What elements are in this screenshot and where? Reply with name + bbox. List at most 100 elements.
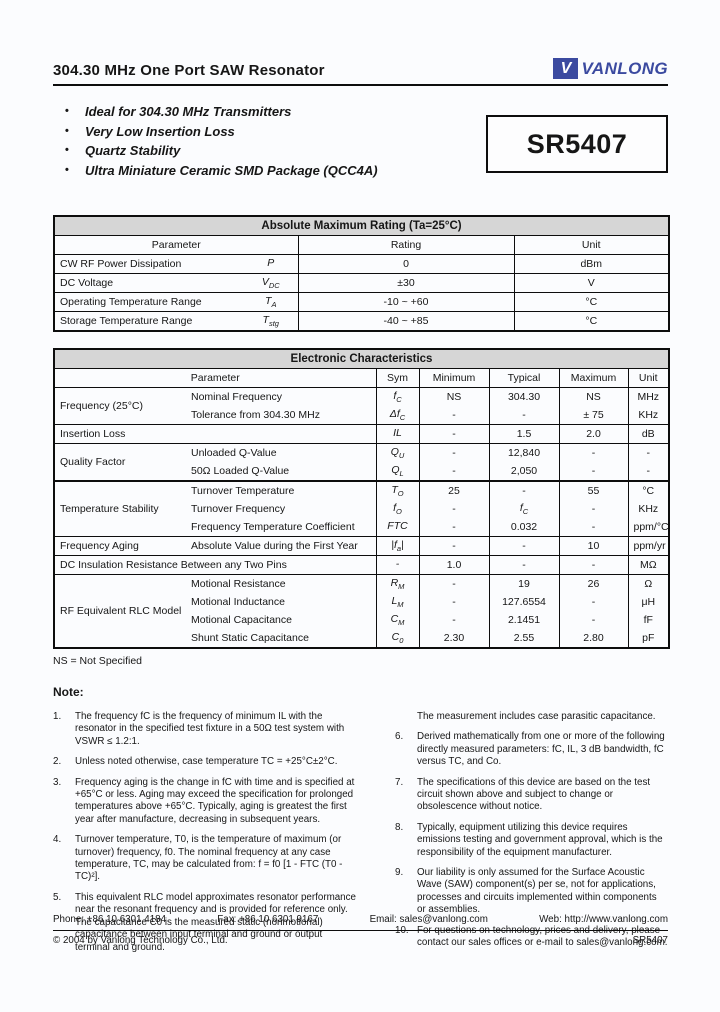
typ-cell: -	[489, 555, 560, 575]
absolute-maximum-rating-table: Absolute Maximum Rating (Ta=25°C) Parame…	[53, 215, 671, 332]
max-cell: 26	[559, 574, 629, 593]
param-cell: Storage Temperature Range	[54, 311, 244, 331]
col-header-min: Minimum	[419, 368, 490, 388]
desc-cell: 50Ω Loaded Q-Value	[186, 462, 377, 481]
symbol-cell: P	[244, 254, 299, 274]
unit-cell: V	[514, 273, 670, 293]
typ-cell: 2,050	[489, 462, 560, 481]
rating-cell: -40 ~ +85	[298, 311, 515, 331]
note-number: 6.	[395, 731, 404, 743]
note-item: The measurement includes case parasitic …	[395, 711, 668, 723]
note-number: 9.	[395, 867, 404, 879]
table-title-row: Electronic Characteristics	[54, 349, 670, 369]
table-row: Frequency Aging Absolute Value during th…	[54, 536, 670, 556]
unit-cell: MHz	[628, 387, 670, 406]
table-title: Absolute Maximum Rating (Ta=25°C)	[54, 216, 670, 236]
typ-cell: 0.032	[489, 518, 560, 537]
min-cell: NS	[419, 387, 490, 406]
min-cell: -	[419, 593, 490, 611]
features-section: Ideal for 304.30 MHz Transmitters Very L…	[53, 102, 668, 180]
symbol-cell: FTC	[376, 518, 420, 537]
min-cell: -	[419, 424, 490, 444]
note-number: 4.	[53, 834, 62, 846]
rating-cell: 0	[298, 254, 515, 274]
part-number-box: SR5407	[486, 115, 668, 173]
notes-left-column: 1. The frequency fC is the frequency of m…	[53, 711, 358, 962]
typ-cell: fC	[489, 500, 560, 518]
note-text: Frequency aging is the change in fC with…	[75, 776, 355, 825]
note-item: 6. Derived mathematically from one or mor…	[395, 731, 668, 768]
max-cell: -	[559, 462, 629, 481]
max-cell: -	[559, 500, 629, 518]
typ-cell: 2.1451	[489, 611, 560, 629]
note-item: 1. The frequency fC is the frequency of m…	[53, 711, 358, 748]
table-row: Motional Inductance LM - 127.6554 - μH	[54, 593, 669, 611]
group-cell: Frequency Aging	[54, 536, 186, 556]
footer-phone: Phone: +86 10 6301 4184	[53, 914, 167, 925]
symbol-cell: QL	[376, 462, 420, 481]
min-cell: -	[419, 462, 490, 481]
note-number: 2.	[53, 756, 62, 768]
table-row: Storage Temperature Range Tstg -40 ~ +85…	[54, 311, 670, 331]
table-row: RF Equivalent RLC Model Motional Resista…	[54, 574, 670, 648]
note-item: 8. Typically, equipment utilizing this de…	[395, 822, 668, 859]
note-text: Typically, equipment utilizing this devi…	[417, 821, 663, 858]
symbol-cell: VDC	[244, 273, 299, 293]
unit-cell: dBm	[514, 254, 670, 274]
col-header-typ: Typical	[489, 368, 560, 388]
table-row: Motional Capacitance CM - 2.1451 - fF	[54, 611, 669, 629]
footer-copyright: © 2004 by Vanlong Technology Co., Ltd.	[53, 935, 228, 946]
symbol-cell: fC	[376, 387, 420, 406]
typ-cell: 1.5	[489, 424, 560, 444]
desc-cell: Frequency Temperature Coefficient	[186, 518, 377, 537]
table-row: Operating Temperature Range TA -10 ~ +60…	[54, 292, 670, 312]
note-text: The frequency fC is the frequency of min…	[75, 711, 345, 747]
unit-cell: KHz	[638, 503, 659, 515]
footer-email: Email: sales@vanlong.com	[369, 914, 488, 925]
note-item: 3. Frequency aging is the change in fC wi…	[53, 777, 358, 827]
max-cell: ± 75	[559, 406, 629, 425]
note-text: Turnover temperature, T0, is the tempera…	[75, 834, 343, 883]
max-cell: 10	[559, 536, 629, 556]
unit-cell: -	[646, 465, 651, 477]
group-cell: DC Insulation Resistance Between any Two…	[54, 555, 377, 575]
note-item: 7. The specifications of this device are …	[395, 777, 668, 814]
max-cell: -	[559, 611, 629, 629]
typ-cell: -	[489, 480, 560, 500]
note-text: Unless noted otherwise, case temperature…	[75, 756, 338, 768]
max-cell: -	[559, 443, 629, 462]
unit-cell: Ω	[628, 574, 670, 593]
note-number: 3.	[53, 776, 62, 788]
note-item: 2. Unless noted otherwise, case temperatu…	[53, 756, 358, 768]
typ-cell: 19	[489, 574, 560, 593]
feature-text: Ultra Miniature Ceramic SMD Package (QCC…	[85, 162, 378, 178]
table-row: Frequency (25°C) Nominal Frequency fC NS…	[54, 387, 670, 425]
note-text: The measurement includes case parasitic …	[417, 711, 656, 722]
table-row: CW RF Power Dissipation P 0 dBm	[54, 254, 670, 274]
typ-cell: -	[489, 536, 560, 556]
footer-copyright-row: © 2004 by Vanlong Technology Co., Ltd. S…	[53, 931, 668, 946]
electronic-characteristics-table: Electronic Characteristics Parameter Sym…	[53, 348, 671, 649]
min-cell: -	[419, 536, 490, 556]
col-header-parameter: Parameter	[54, 235, 299, 255]
symbol-cell: RM	[376, 574, 420, 593]
symbol-cell: Tstg	[244, 311, 299, 331]
note-number: 7.	[395, 776, 404, 788]
symbol-cell: |fa|	[376, 536, 420, 556]
max-cell: -	[559, 555, 629, 575]
table-row: Temperature Stability Turnover Temperatu…	[54, 480, 670, 537]
note-number: 5.	[53, 891, 62, 903]
table-row: Quality Factor Unloaded Q-Value QU - 12,…	[54, 443, 670, 481]
param-cell: CW RF Power Dissipation	[54, 254, 244, 274]
unit-cell: KHz	[638, 409, 659, 421]
group-cell: Frequency (25°C)	[54, 387, 186, 425]
typ-cell: 304.30	[489, 387, 560, 406]
notes-section: Note: 1. The frequency fC is the frequenc…	[53, 685, 668, 962]
symbol-cell: ΔfC	[376, 406, 420, 425]
symbol-cell: LM	[376, 593, 420, 611]
footer-part-number: SR5407	[632, 935, 668, 946]
rating-cell: ±30	[298, 273, 515, 293]
col-header-unit: Unit	[514, 235, 670, 255]
max-cell: 2.0	[559, 424, 629, 444]
header: 304.30 MHz One Port SAW Resonator V VANL…	[53, 0, 668, 86]
